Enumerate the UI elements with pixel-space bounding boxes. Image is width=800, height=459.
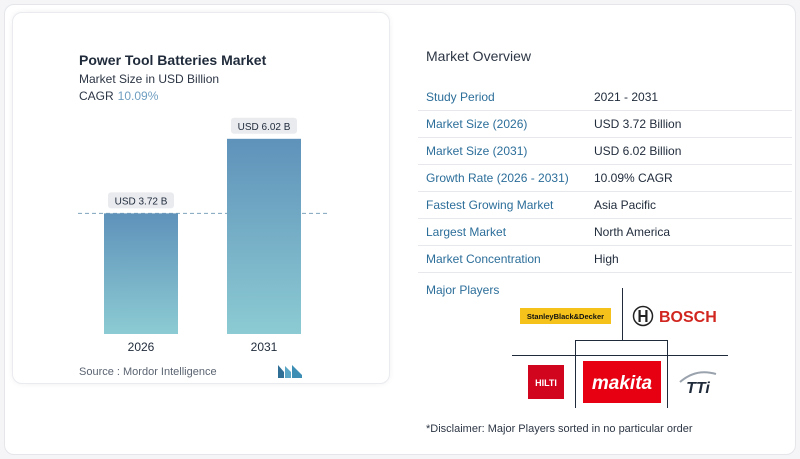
bosch-logo: BOSCH [632,305,717,327]
bar-2031 [227,138,301,334]
svg-text:TTi: TTi [686,380,710,396]
chart-title: Power Tool Batteries Market [79,52,267,68]
overview-key: Market Concentration [426,252,541,266]
x-tick-label: 2031 [251,340,278,354]
overview-value: North America [594,225,671,239]
makita-logo: makita [583,361,661,403]
overview-key: Market Size (2031) [426,144,528,158]
grid-divider [622,288,623,340]
overview-key: Largest Market [426,225,507,239]
overview-value: USD 6.02 Billion [594,144,682,158]
data-label: USD 6.02 B [238,122,291,133]
cagr-label: CAGR [79,89,114,103]
overview-row: Largest Market North America [418,219,792,246]
stanley-black-decker-logo: StanleyBlack&Decker [520,308,611,324]
data-label-bg [108,192,174,209]
bar-chart: USD 3.72 B 2026 USD 6.02 B 2031 [78,117,330,354]
overview-row: Growth Rate (2026 - 2031) 10.09% CAGR [418,165,792,192]
overview-value: High [594,252,619,266]
market-overview-title: Market Overview [426,48,532,64]
svg-text:HILTI: HILTI [535,378,557,388]
overview-value: 2021 - 2031 [594,90,659,104]
overview-row: Market Concentration High [418,246,792,273]
overview-key: Growth Rate (2026 - 2031) [426,171,569,185]
overview-key: Study Period [426,90,495,104]
data-label-bg [231,117,297,134]
hilti-logo: HILTI [528,365,564,399]
overview-value: USD 3.72 Billion [594,117,682,131]
overview-key: Fastest Growing Market [426,198,554,212]
bar-2026 [104,213,178,334]
chart-card [12,12,390,384]
cagr-value: 10.09% [117,89,159,103]
overview-value: Asia Pacific [594,198,657,212]
grid-divider [667,340,668,408]
grid-divider [512,355,728,356]
svg-text:BOSCH: BOSCH [659,309,717,326]
overview-row: Market Size (2026) USD 3.72 Billion [418,111,792,138]
cagr-line: CAGR 10.09% [79,89,158,103]
major-players-title: Major Players [426,283,500,297]
overview-key: Market Size (2026) [426,117,528,131]
overview-row: Market Size (2031) USD 6.02 Billion [418,138,792,165]
disclaimer-note: *Disclaimer: Major Players sorted in no … [426,423,693,435]
grid-divider [575,340,576,408]
svg-text:StanleyBlack&Decker: StanleyBlack&Decker [527,312,604,321]
x-tick-label: 2026 [128,340,155,354]
mordor-logo-icon [278,365,302,378]
source-note: Source : Mordor Intelligence [79,366,217,378]
data-label: USD 3.72 B [115,196,168,207]
grid-divider [575,340,668,341]
svg-text:makita: makita [592,373,653,394]
overview-row: Fastest Growing Market Asia Pacific [418,192,792,219]
overview-row: Study Period 2021 - 2031 [418,84,792,111]
chart-subtitle: Market Size in USD Billion [79,72,220,86]
overview-value: 10.09% CAGR [594,171,673,185]
tti-logo: TTi [679,371,717,396]
